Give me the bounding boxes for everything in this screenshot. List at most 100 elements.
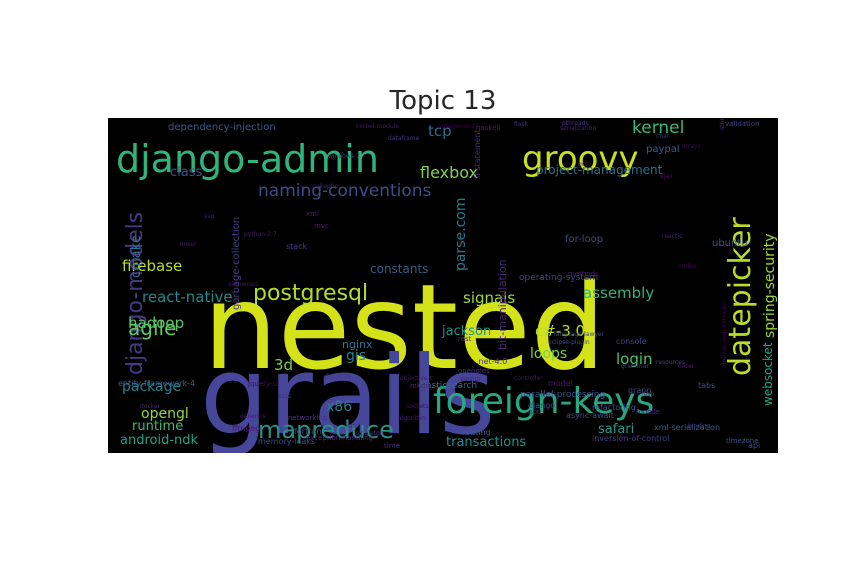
- word-constants: constants: [370, 262, 428, 276]
- word-generics: generics: [240, 413, 266, 420]
- word-flexbox: flexbox: [420, 163, 478, 182]
- word-exception-handling: exception-handling: [306, 434, 373, 442]
- word-sockets: sockets: [406, 403, 429, 410]
- word-signals: signals: [463, 289, 515, 307]
- word-nested: nested: [203, 258, 606, 396]
- word-c-3-0: c#-3.0: [535, 322, 585, 340]
- word-opengles: opengles: [458, 367, 490, 375]
- word-django: django: [528, 401, 555, 410]
- word-singleton: singleton: [356, 430, 384, 437]
- word-gcc: gcc: [578, 161, 588, 168]
- word-if-statement: if-statement: [473, 129, 482, 178]
- word-ios: ios: [346, 422, 356, 430]
- word-assembly: assembly: [583, 284, 654, 302]
- word-serialization: serialization: [560, 125, 596, 132]
- word-nodes: nodes: [678, 263, 696, 270]
- word-order: order: [678, 363, 695, 370]
- word-lisp: lisp: [644, 391, 654, 398]
- word-mapreduce: mapreduce: [258, 416, 394, 444]
- word-ubuntu: ubuntu: [712, 238, 748, 249]
- word-objective-c: objective-c: [400, 375, 433, 382]
- word-elasticsearch: elasticsearch: [418, 381, 477, 391]
- word-kernel-module: kernel-module: [356, 123, 399, 130]
- word-django-admin: django-admin: [116, 137, 379, 181]
- word-linker: linker: [180, 241, 197, 248]
- word-transactions: transactions: [446, 435, 526, 450]
- word-model: model: [548, 379, 573, 388]
- word-timezone: timezone: [726, 437, 759, 445]
- word-mvc: mvc: [314, 222, 329, 230]
- word-operating-system: operating-system: [519, 273, 598, 283]
- word-haskell: haskell: [476, 124, 500, 132]
- word-grapn: grapn: [628, 386, 651, 395]
- word-binding: binding: [688, 423, 711, 430]
- word-nginx: nginx: [342, 338, 373, 351]
- word-xml-serialization: xml-serialization: [654, 423, 720, 432]
- word-hadoop: hadoop: [128, 314, 184, 332]
- word-networking: networking: [288, 414, 327, 422]
- word-language-lawyer: language-lawyer: [554, 331, 605, 338]
- word-methods: methods: [568, 270, 599, 278]
- word-cakephp: cakephp: [313, 183, 339, 190]
- word-groovy: groovy: [522, 139, 639, 179]
- word-rest: rest: [458, 335, 472, 343]
- word-websocket: websocket: [761, 342, 775, 406]
- word-ajax: ajax: [660, 173, 673, 180]
- word-pthreads: pthreads: [562, 120, 589, 127]
- word-package: package: [122, 379, 181, 395]
- word-jackson: jackson: [441, 324, 491, 339]
- word-net-4-0: .net-4.0: [476, 357, 507, 366]
- word-double: double: [324, 372, 351, 381]
- word-parallel-processing: parallel-processing: [520, 390, 605, 400]
- word-svg: svg: [204, 213, 215, 220]
- word-postgresql: postgresql: [253, 281, 368, 306]
- word-algorithm: algorithm: [398, 415, 427, 422]
- word-char: char: [656, 133, 670, 140]
- word-tabs: tabs: [698, 381, 715, 390]
- word-entity-framework-4: entity-framework-4: [118, 379, 195, 388]
- word-time: time: [384, 442, 400, 450]
- word-dataframe: dataframe: [388, 135, 420, 142]
- word-loops: loops: [530, 346, 567, 362]
- word-mobile: mobile: [636, 408, 660, 416]
- word-async-await: async-await: [566, 411, 614, 420]
- word-cmake: cmake: [129, 235, 144, 278]
- word-parse-com: parse.com: [453, 198, 469, 271]
- word-resources: resources: [656, 359, 685, 366]
- word-project-management: project-management: [536, 163, 663, 177]
- word-refactoring: refactoring: [592, 403, 636, 412]
- word-validation: validation: [725, 120, 759, 128]
- chart-title: Topic 13: [389, 86, 497, 116]
- word-eclipse-plugin: eclipse-plugin: [548, 339, 590, 346]
- word-for-loop: for-loop: [565, 234, 603, 245]
- word-bit-manipulation: bit-manipulation: [496, 259, 509, 350]
- word-memory-leaks: memory-leaks: [258, 437, 315, 446]
- word-paypal: paypal: [646, 144, 680, 155]
- word-android-ndk: android-ndk: [120, 433, 199, 448]
- word-windows-7: windows-7: [328, 153, 360, 160]
- word-stack: stack: [286, 242, 308, 251]
- word-reactjs: reactjs: [662, 233, 682, 240]
- word-gis: gis: [346, 348, 366, 364]
- word-datepicker: datepicker: [723, 217, 758, 376]
- word-agile: agile: [128, 316, 176, 340]
- word-console: console: [616, 337, 647, 346]
- word-webgl: webgl: [460, 375, 481, 383]
- word-3d: 3d: [274, 356, 293, 374]
- word-routing: routing: [462, 428, 491, 437]
- word-python-2-7: python-2.7: [244, 231, 277, 238]
- word-cloud: nested grails django-admin foreign-keys groo…: [108, 118, 778, 453]
- word-runtime: runtime: [132, 419, 183, 434]
- word-react-native: react-native: [142, 288, 233, 306]
- word-amazon-ec2: amazon-ec2: [438, 123, 475, 130]
- word-xml: xml: [306, 210, 319, 218]
- word-opengl: opengl: [141, 406, 189, 422]
- word-ssis: ssis: [278, 392, 291, 400]
- word-mkdir: mkdir: [410, 382, 430, 390]
- word-gpu: gpu: [528, 408, 541, 416]
- word-safari: safari: [598, 422, 634, 437]
- word-class: class: [170, 165, 202, 180]
- word-controller: controller: [514, 375, 543, 382]
- word-ffmpeg: ffmpeg: [232, 424, 260, 433]
- word-grails: grails: [200, 334, 495, 453]
